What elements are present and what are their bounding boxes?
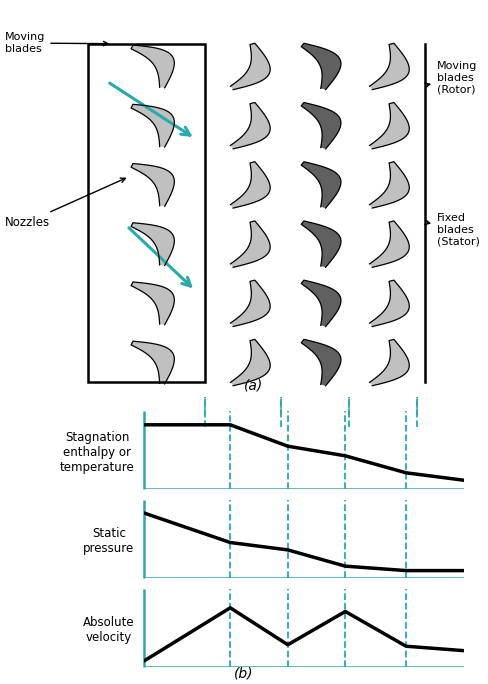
Polygon shape	[131, 223, 174, 265]
Text: Stagnation
enthalpy or
temperature: Stagnation enthalpy or temperature	[60, 431, 134, 473]
Text: (a): (a)	[244, 379, 264, 393]
Text: Absolute
velocity: Absolute velocity	[83, 616, 134, 644]
Polygon shape	[301, 161, 341, 208]
Text: Moving
blades
(Rotor): Moving blades (Rotor)	[425, 62, 477, 94]
Polygon shape	[230, 339, 270, 386]
Text: Moving
blades: Moving blades	[5, 32, 108, 54]
Polygon shape	[131, 104, 174, 147]
Polygon shape	[301, 103, 341, 149]
Polygon shape	[369, 221, 409, 267]
Polygon shape	[301, 280, 341, 326]
Polygon shape	[369, 103, 409, 149]
Polygon shape	[230, 221, 270, 267]
Polygon shape	[301, 43, 341, 90]
Polygon shape	[131, 45, 174, 88]
Polygon shape	[369, 43, 409, 90]
Text: Nozzles: Nozzles	[5, 178, 125, 228]
Polygon shape	[230, 43, 270, 90]
Text: Static
pressure: Static pressure	[83, 527, 134, 555]
Polygon shape	[369, 339, 409, 386]
Polygon shape	[230, 161, 270, 208]
Polygon shape	[131, 163, 174, 207]
Text: (b): (b)	[234, 667, 254, 681]
Polygon shape	[301, 339, 341, 386]
Text: Fixed
blades
(Stator): Fixed blades (Stator)	[425, 213, 480, 246]
Polygon shape	[301, 221, 341, 267]
Polygon shape	[230, 103, 270, 149]
Polygon shape	[369, 280, 409, 326]
Polygon shape	[369, 161, 409, 208]
Polygon shape	[131, 282, 174, 325]
Polygon shape	[230, 280, 270, 326]
Polygon shape	[131, 341, 174, 384]
